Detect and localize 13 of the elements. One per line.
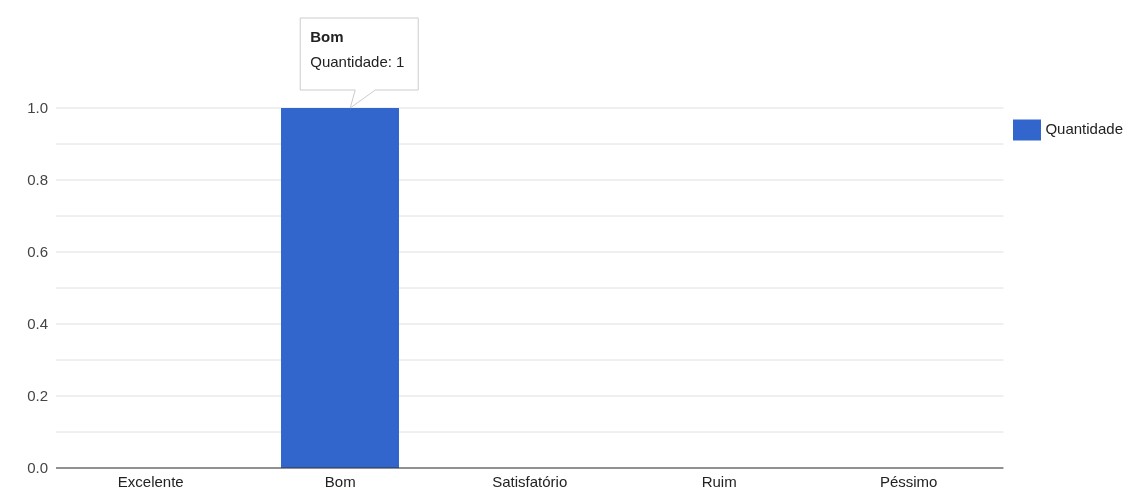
y-tick-label: 0.8 (27, 171, 48, 189)
x-tick-label: Péssimo (879, 472, 938, 490)
x-tick-label: Satisfatório (492, 472, 568, 490)
y-tick-label: 0.4 (27, 315, 48, 333)
x-tick-label: Excelente (117, 472, 184, 490)
y-tick-label: 1.0 (27, 99, 48, 117)
tooltip-callout: Bom Quantidade: 1 (299, 17, 419, 109)
y-tick-label: 0.2 (27, 387, 48, 405)
x-tick-label: Ruim (701, 472, 737, 490)
y-tick-label: 0.6 (27, 243, 48, 261)
x-tick-label: Bom (324, 472, 356, 490)
legend-label: Quantidade (1045, 119, 1123, 137)
y-tick-label: 0.0 (27, 459, 48, 477)
